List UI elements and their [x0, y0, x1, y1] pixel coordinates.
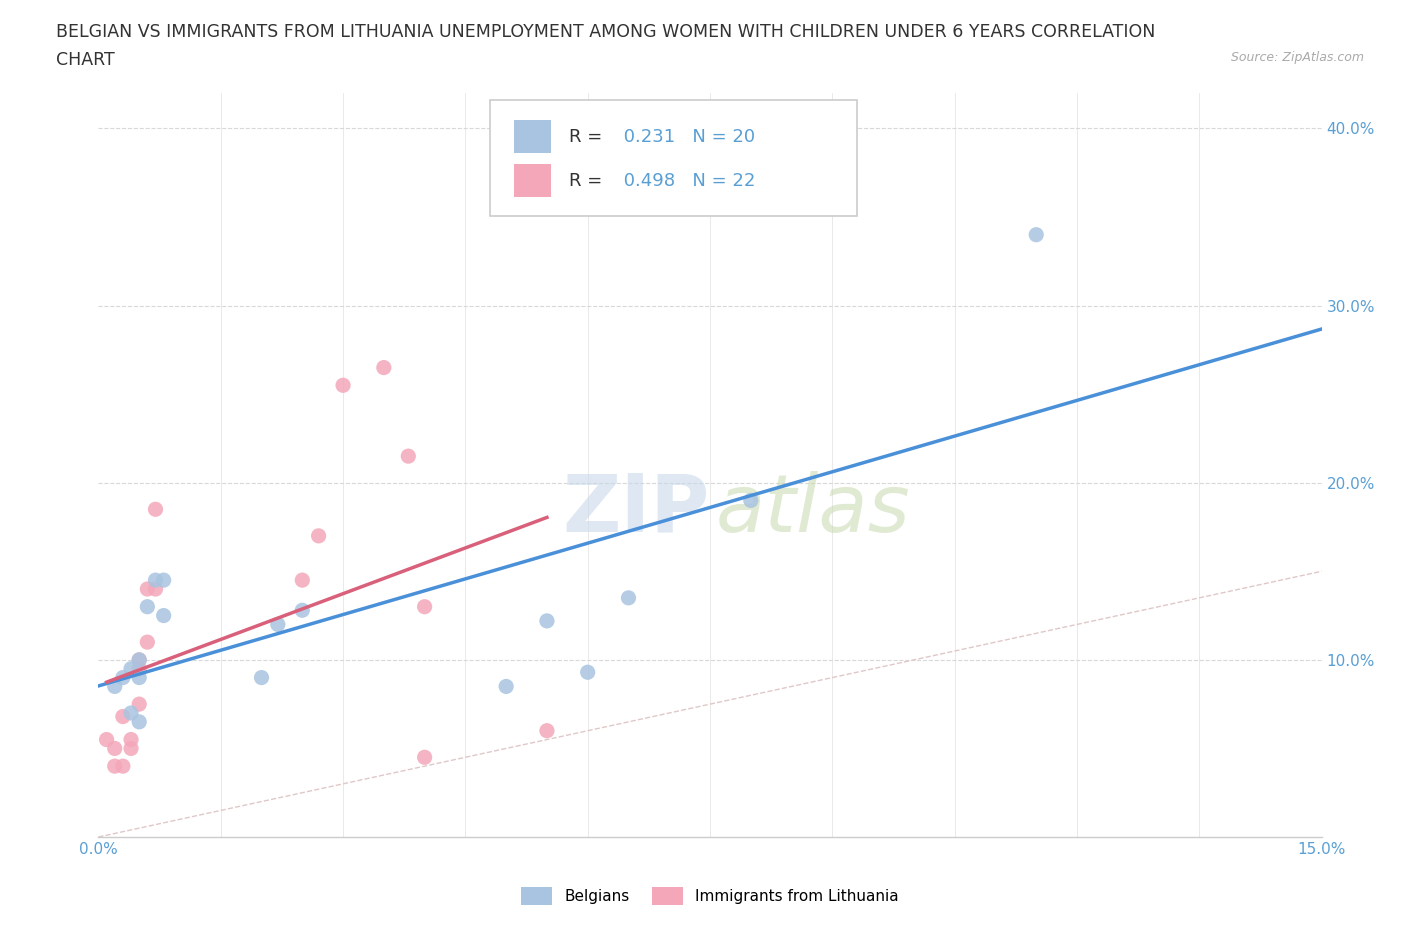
Point	[740, 493, 762, 508]
Point	[104, 679, 127, 694]
Point	[128, 671, 150, 685]
Point	[128, 714, 150, 729]
Point	[1025, 227, 1047, 242]
Point	[536, 614, 558, 629]
Point	[373, 360, 395, 375]
Point	[291, 603, 314, 618]
Point	[617, 591, 640, 605]
Point	[128, 653, 150, 668]
Point	[576, 665, 599, 680]
Point	[136, 634, 159, 649]
Point	[111, 709, 134, 724]
Point	[413, 750, 436, 764]
Text: BELGIAN VS IMMIGRANTS FROM LITHUANIA UNEMPLOYMENT AMONG WOMEN WITH CHILDREN UNDE: BELGIAN VS IMMIGRANTS FROM LITHUANIA UNE…	[56, 23, 1156, 41]
Legend: Belgians, Immigrants from Lithuania: Belgians, Immigrants from Lithuania	[515, 882, 905, 911]
Point	[396, 448, 419, 463]
Point	[104, 759, 127, 774]
Text: R =: R =	[569, 128, 609, 146]
Point	[136, 581, 159, 596]
Point	[250, 671, 273, 685]
Point	[136, 599, 159, 614]
Point	[152, 608, 174, 623]
Point	[145, 502, 167, 517]
FancyBboxPatch shape	[489, 100, 856, 216]
Point	[120, 732, 142, 747]
Point	[536, 724, 558, 738]
Point	[332, 378, 354, 392]
Point	[495, 679, 517, 694]
Point	[145, 581, 167, 596]
Point	[120, 706, 142, 721]
Point	[291, 573, 314, 588]
Point	[104, 741, 127, 756]
Text: Source: ZipAtlas.com: Source: ZipAtlas.com	[1230, 51, 1364, 64]
Text: ZIP: ZIP	[562, 471, 710, 549]
Point	[120, 661, 142, 676]
Point	[152, 573, 174, 588]
Point	[145, 573, 167, 588]
Point	[111, 759, 134, 774]
Point	[413, 599, 436, 614]
Text: 0.498   N = 22: 0.498 N = 22	[619, 172, 755, 190]
Point	[111, 671, 134, 685]
Point	[128, 697, 150, 711]
FancyBboxPatch shape	[515, 164, 551, 197]
Text: R =: R =	[569, 172, 609, 190]
Point	[128, 653, 150, 668]
Text: CHART: CHART	[56, 51, 115, 69]
Point	[96, 732, 118, 747]
Text: 0.231   N = 20: 0.231 N = 20	[619, 128, 755, 146]
FancyBboxPatch shape	[515, 120, 551, 153]
Point	[120, 741, 142, 756]
Point	[128, 661, 150, 676]
Point	[267, 617, 290, 631]
Text: atlas: atlas	[716, 471, 911, 549]
Point	[308, 528, 330, 543]
